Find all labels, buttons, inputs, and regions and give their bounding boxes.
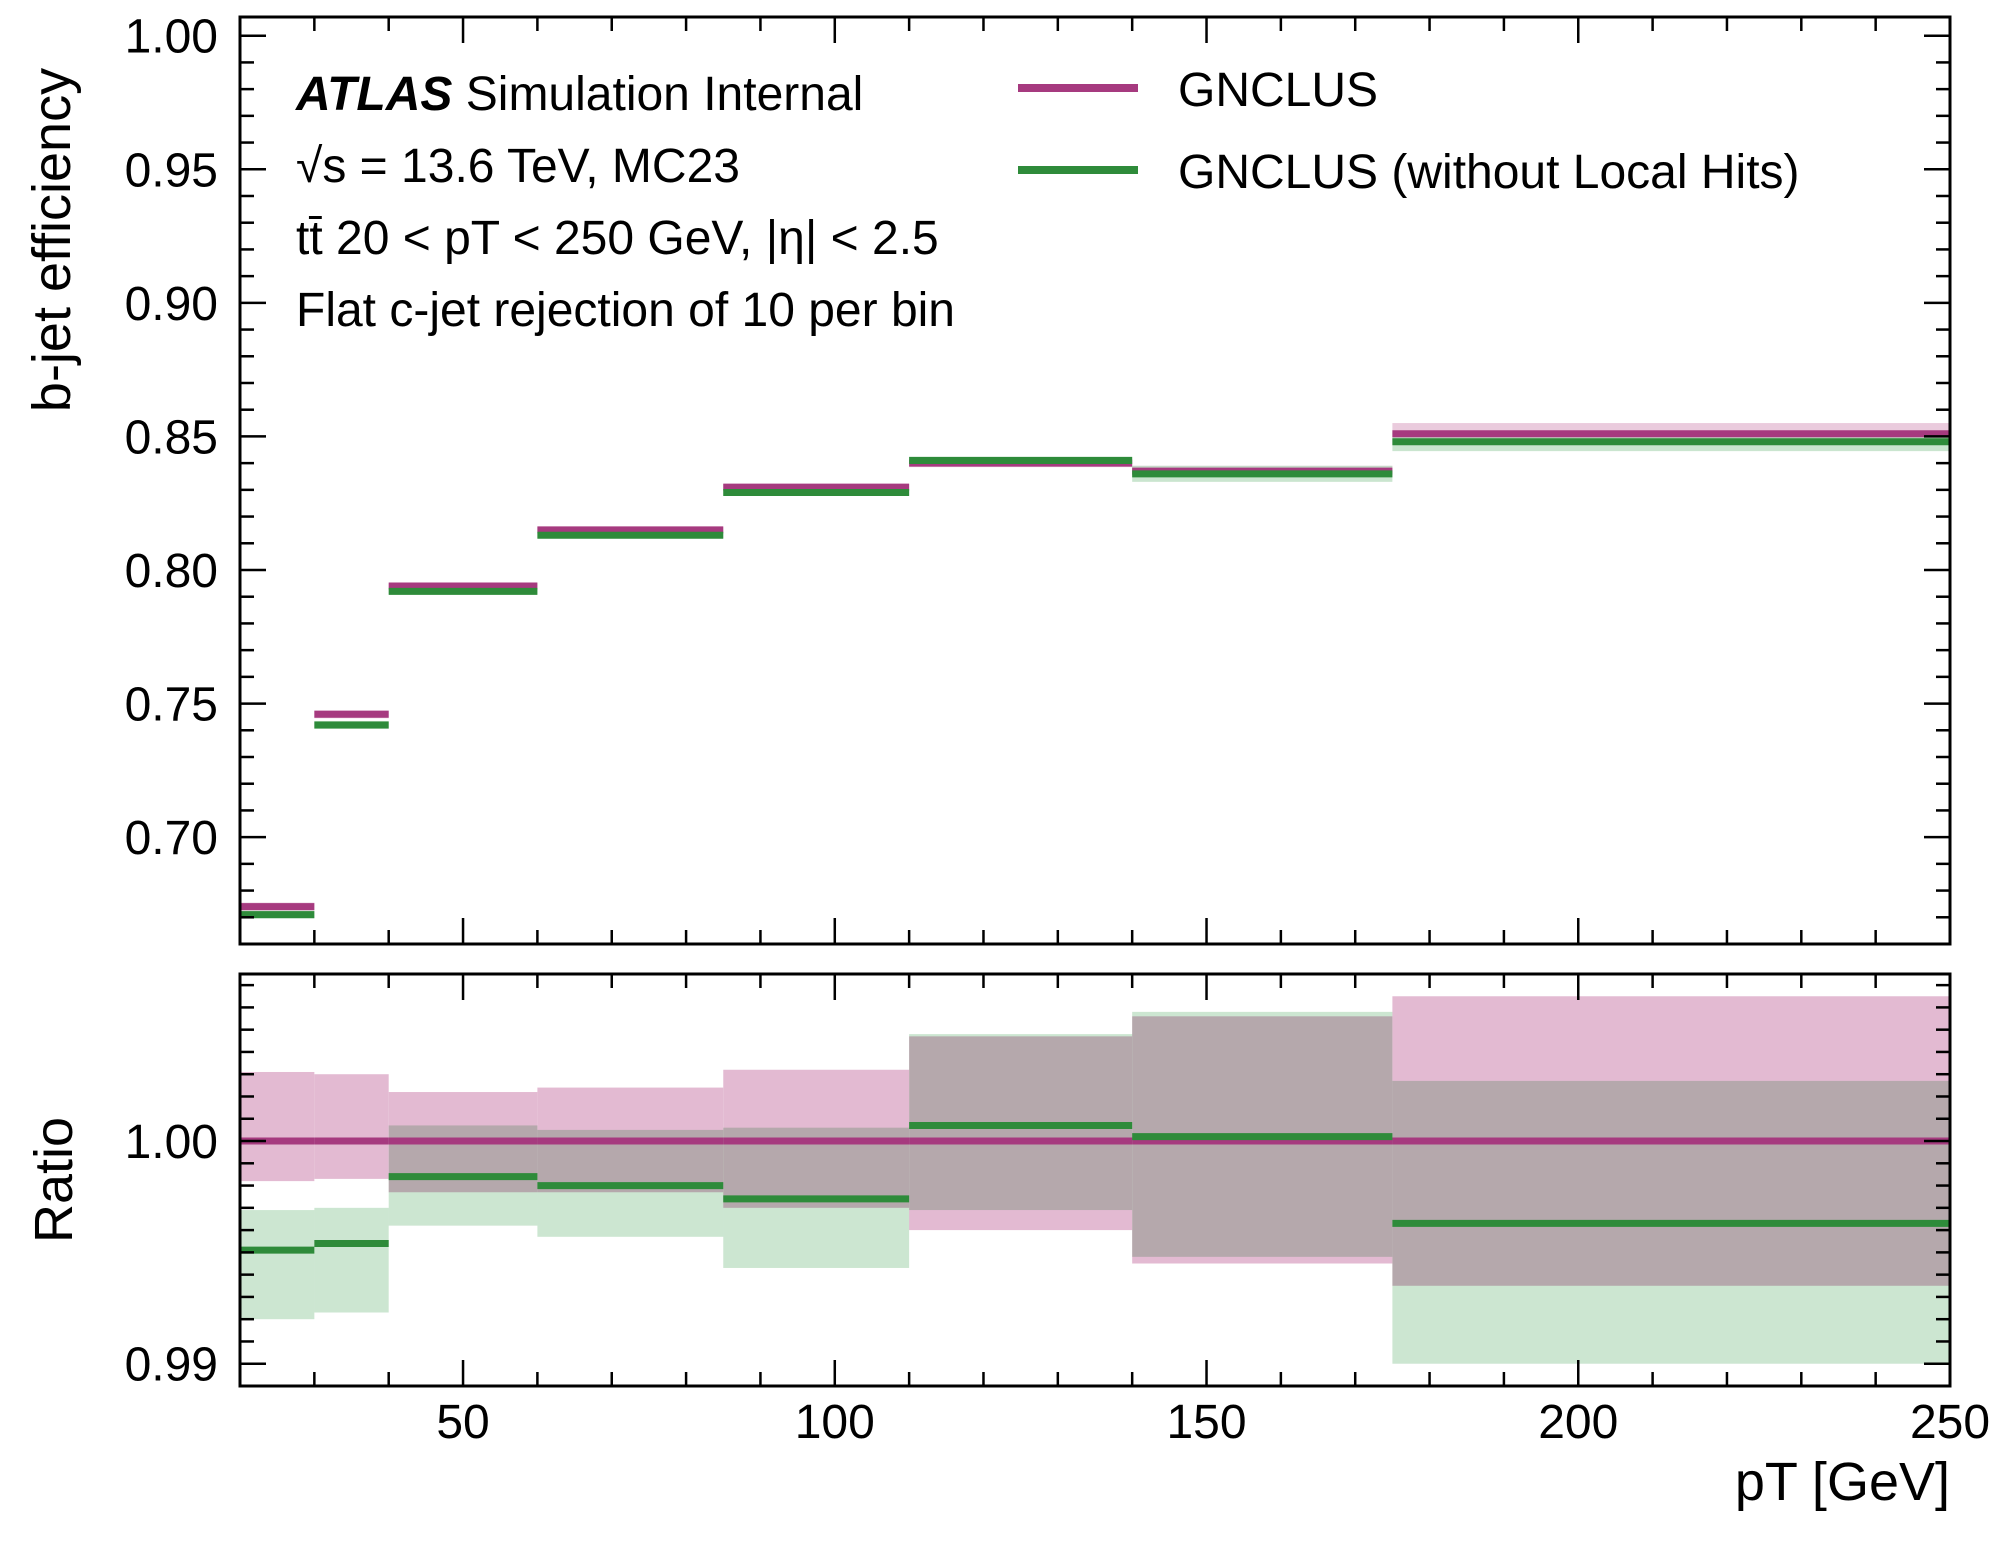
x-tick-label-200: 200 — [1538, 1396, 1618, 1449]
legend-label-gnclus-without-local-hits: GNCLUS (without Local Hits) — [1178, 146, 1800, 199]
x-tick-label-150: 150 — [1166, 1396, 1246, 1449]
tick-labels: 50 100 150 200 250 0.70 0.75 0.80 0.85 0.90 0.95 1.… — [125, 11, 1990, 1449]
x-axis-label: pT [GeV] — [1735, 1452, 1950, 1512]
ratio-steps — [240, 1121, 1950, 1254]
main-y-tick-label-0.80: 0.80 — [125, 545, 218, 598]
ratio-band-gnclus-bin-1 — [314, 1074, 389, 1179]
main-y-tick-label-0.90: 0.90 — [125, 278, 218, 331]
x-tick-label-250: 250 — [1910, 1396, 1990, 1449]
main-y-axis-label: b-jet efficiency — [22, 68, 82, 412]
main-efficiency-steps — [240, 430, 1950, 919]
legend-label-gnclus: GNCLUS — [1178, 64, 1378, 117]
kinematic-label: tt̄ 20 < pT < 250 GeV, |η| < 2.5 — [296, 212, 939, 265]
legend: GNCLUS GNCLUS (without Local Hits) — [1018, 64, 1800, 199]
ratio-plot-frame — [238, 972, 1952, 1388]
main-y-tick-label-0.70: 0.70 — [125, 812, 218, 865]
energy-label: √s = 13.6 TeV, MC23 — [296, 140, 740, 193]
main-y-tick-label-0.85: 0.85 — [125, 411, 218, 464]
ratio-y-axis-label: Ratio — [24, 1117, 84, 1243]
main-y-tick-label-0.95: 0.95 — [125, 144, 218, 197]
main-y-tick-label-1.00: 1.00 — [125, 11, 218, 64]
x-tick-label-100: 100 — [795, 1396, 875, 1449]
ratio-band-gnclus-without-local-hits-bin-0 — [240, 1210, 315, 1320]
main-plot-frame — [238, 15, 1952, 946]
atlas-label: ATLAS Simulation Internal — [295, 68, 863, 121]
ratio-y-tick-label-1.00: 1.00 — [125, 1116, 218, 1169]
ratio-band-gnclus-bin-0 — [240, 1071, 315, 1182]
x-tick-label-50: 50 — [436, 1396, 489, 1449]
ratio-y-tick-label-0.99: 0.99 — [125, 1339, 218, 1392]
main-uncertainty-bands — [240, 423, 1950, 919]
ratio-band-gnclus-without-local-hits-bin-1 — [314, 1207, 389, 1313]
main-y-tick-label-0.75: 0.75 — [125, 679, 218, 732]
rejection-label: Flat c-jet rejection of 10 per bin — [296, 284, 955, 337]
